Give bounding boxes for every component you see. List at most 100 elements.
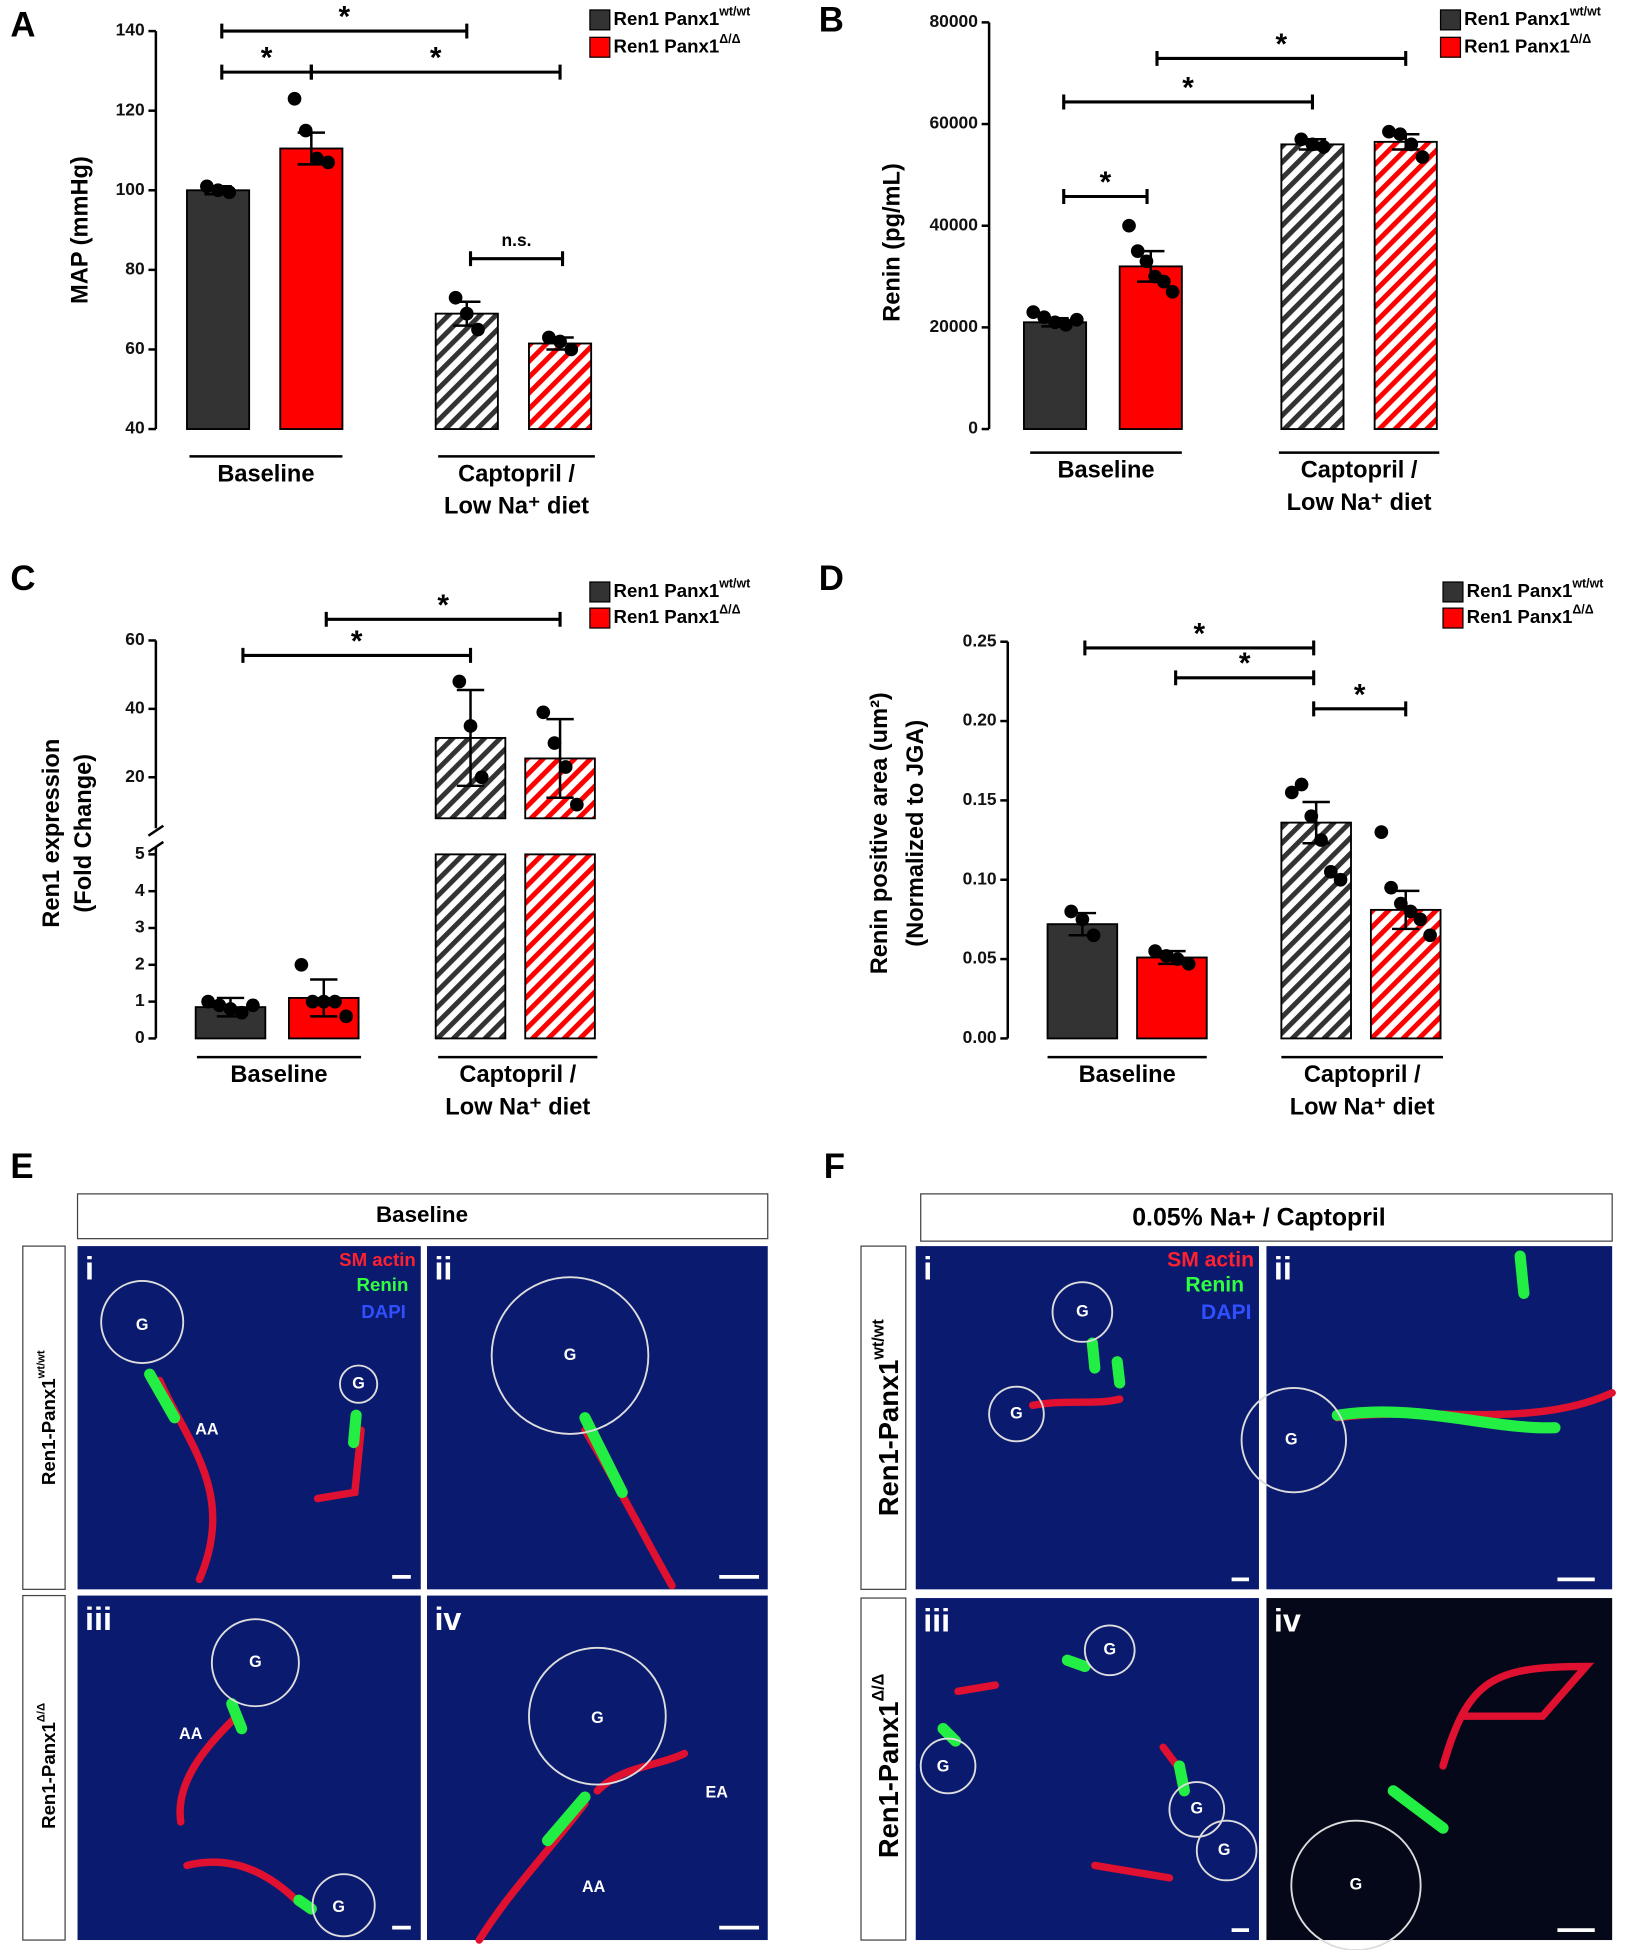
panel-letter: A <box>10 6 35 45</box>
micrograph <box>1266 1598 1613 1941</box>
vessel <box>183 1858 303 1907</box>
glomerulus <box>490 1276 650 1435</box>
panel-f: F 0.05% Na+ / Captopril Ren1-Panx1wt/wt … <box>824 1147 1616 1950</box>
data-point <box>1064 904 1079 919</box>
data-point <box>328 994 342 1009</box>
sig-label: * <box>1193 617 1205 650</box>
legend-swatch <box>1439 9 1462 31</box>
data-point <box>1139 254 1154 269</box>
data-point <box>321 155 335 170</box>
row-box <box>22 1245 66 1590</box>
y-tick-label: 0.10 <box>963 868 997 888</box>
vessel <box>176 1712 241 1826</box>
image-label: G <box>1218 1841 1231 1859</box>
data-point <box>1323 864 1338 879</box>
data-point <box>542 330 556 345</box>
x-tick-label: Low Na⁺ diet <box>444 494 589 520</box>
data-point <box>1423 928 1437 943</box>
data-point <box>463 719 478 733</box>
data-point <box>339 1009 353 1024</box>
sig-bracket <box>468 251 565 267</box>
glomerulus <box>1240 1386 1347 1494</box>
image-label: G <box>1076 1302 1089 1320</box>
x-tick-label: Baseline <box>1079 1062 1176 1088</box>
data-point <box>558 760 573 774</box>
image-numeral: iii <box>85 1601 112 1637</box>
legend-sup: wt/wt <box>718 5 750 19</box>
bar <box>1369 908 1442 1040</box>
image-label: G <box>1191 1800 1204 1818</box>
y-tick-label: 20 <box>125 766 144 786</box>
image-label: G <box>249 1653 262 1671</box>
data-point <box>222 185 237 200</box>
stain-label: Renin <box>1185 1273 1244 1296</box>
bar <box>524 853 596 1040</box>
sig-bracket <box>1174 670 1316 686</box>
renin-cells <box>1387 1785 1449 1834</box>
legend-swatch <box>589 607 611 629</box>
legend-swatch <box>589 9 611 31</box>
stain-label: SM actin <box>339 1249 416 1270</box>
y-tick-label: 2 <box>135 953 145 973</box>
x-tick-label: Captopril / <box>1304 1062 1421 1088</box>
y-tick-label: 40 <box>125 418 144 438</box>
data-point <box>1403 904 1418 919</box>
y-tick-label: 60 <box>125 338 144 358</box>
image-label: AA <box>195 1420 219 1438</box>
data-point <box>211 183 225 198</box>
sig-label: * <box>1100 166 1112 199</box>
sig-label: n.s. <box>502 230 532 250</box>
y-tick-label: 0.05 <box>963 948 997 968</box>
bar <box>1280 821 1352 1040</box>
legend-sup: Δ/Δ <box>1570 32 1591 46</box>
row-label: Ren1-Panx1wt/wt <box>35 1350 59 1485</box>
data-point <box>448 290 463 305</box>
legend-name: Ren1 Panx1 <box>614 606 720 627</box>
x-tick-label: Captopril / <box>458 461 575 487</box>
image-numeral: iv <box>434 1601 461 1637</box>
y-tick-label: 100 <box>116 179 145 199</box>
data-point <box>1305 137 1320 152</box>
x-tick-label: Low Na⁺ diet <box>1287 490 1432 516</box>
data-point <box>1393 127 1407 142</box>
data-point <box>223 1002 238 1016</box>
bar <box>1373 140 1438 430</box>
micrograph <box>426 1595 768 1941</box>
renin-cells <box>1331 1250 1561 1434</box>
legend-name: Ren1 Panx1 <box>1464 8 1570 29</box>
data-point <box>1404 137 1419 152</box>
data-point <box>1075 912 1090 927</box>
renin-cells <box>293 1894 317 1915</box>
panel-letter: F <box>824 1147 845 1186</box>
data-point <box>471 322 485 337</box>
bar <box>186 189 251 430</box>
panel-letter: B <box>819 1 844 40</box>
stain-label: DAPI <box>1201 1301 1251 1324</box>
data-point <box>287 91 302 106</box>
sig-bracket <box>324 611 562 627</box>
data-point <box>1130 244 1145 258</box>
sig-bracket <box>1062 189 1149 204</box>
image-label: G <box>937 1757 950 1775</box>
y-tick-label: 80 <box>125 258 144 278</box>
data-point <box>1181 957 1196 971</box>
data-point <box>1048 315 1062 330</box>
x-tick-label: Low Na⁺ diet <box>1290 1094 1435 1120</box>
sig-label: * <box>1354 678 1366 711</box>
panel-e: E Baseline Ren1-Panx1wt/wt Ren1-Panx1Δ/Δ… <box>10 1147 769 1944</box>
glomerulus <box>210 1618 300 1708</box>
row-box <box>860 1245 907 1590</box>
bar <box>434 853 507 1040</box>
legend-name: Ren1 Panx1 <box>1467 580 1573 601</box>
y-tick-label: 40 <box>125 697 144 717</box>
micrograph <box>77 1246 421 1590</box>
glomerulus <box>1168 1781 1226 1838</box>
y-tick-label: 0 <box>135 1027 145 1047</box>
data-point <box>1159 949 1174 963</box>
renin-cells <box>144 1368 181 1424</box>
data-point <box>1382 124 1396 139</box>
vessel <box>1439 1662 1595 1770</box>
image-label: G <box>352 1374 365 1392</box>
data-point <box>294 957 309 972</box>
